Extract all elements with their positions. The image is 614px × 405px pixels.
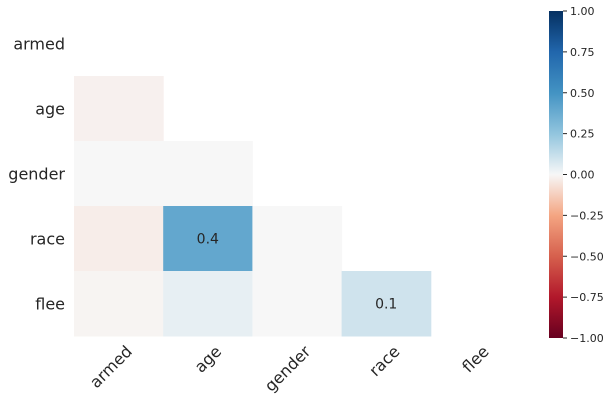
heatmap-cell-flee-armed <box>74 271 164 337</box>
heatmap-cell-flee-race <box>341 271 432 337</box>
colorbar-tick-label: 0.50 <box>570 87 595 100</box>
column-label-armed: armed <box>86 342 136 392</box>
row-label-flee: flee <box>35 295 65 314</box>
heatmap-cell-race-age <box>163 206 253 272</box>
colorbar-tick-label: −0.25 <box>570 209 604 222</box>
column-labels: armed age gender race flee <box>86 342 493 396</box>
column-label-gender: gender <box>261 342 315 396</box>
colorbar-gradient <box>549 11 563 338</box>
heatmap-cell-race-gender <box>252 206 343 272</box>
row-labels: armed age gender race flee <box>8 35 65 314</box>
heatmap-annotations: 0.4 0.1 <box>197 232 398 313</box>
colorbar: 1.00 0.75 0.50 0.25 0.00 −0.25 −0.50 −0.75 −1.00 <box>549 5 604 345</box>
heatmap-cell-flee-age <box>163 271 253 337</box>
colorbar-tick-label: 0.75 <box>570 46 595 59</box>
heatmap-cell-gender-age <box>163 141 253 207</box>
colorbar-tick-label: −0.50 <box>570 250 604 263</box>
column-label-flee: flee <box>458 342 492 376</box>
heatmap-cells <box>74 76 432 337</box>
row-label-gender: gender <box>8 165 65 184</box>
colorbar-tick-label: 1.00 <box>570 5 595 18</box>
colorbar-tick-label: 0.00 <box>570 169 595 182</box>
cell-annotation: 0.1 <box>375 297 397 313</box>
heatmap-cell-race-armed <box>74 206 164 272</box>
colorbar-tick-label: 0.25 <box>570 128 595 141</box>
colorbar-tick-label: −0.75 <box>570 291 604 304</box>
column-label-race: race <box>365 342 403 380</box>
colorbar-ticks: 1.00 0.75 0.50 0.25 0.00 −0.25 −0.50 −0.75 −1.00 <box>563 5 604 345</box>
heatmap-cell-flee-gender <box>252 271 343 337</box>
row-label-race: race <box>30 230 65 249</box>
row-label-age: age <box>35 100 65 119</box>
cell-annotation: 0.4 <box>197 232 219 248</box>
heatmap-cell-gender-armed <box>74 141 164 207</box>
heatmap-cell-age-armed <box>74 76 164 142</box>
colorbar-tick-label: −1.00 <box>570 332 604 345</box>
row-label-armed: armed <box>13 35 65 54</box>
column-label-age: age <box>191 342 226 377</box>
